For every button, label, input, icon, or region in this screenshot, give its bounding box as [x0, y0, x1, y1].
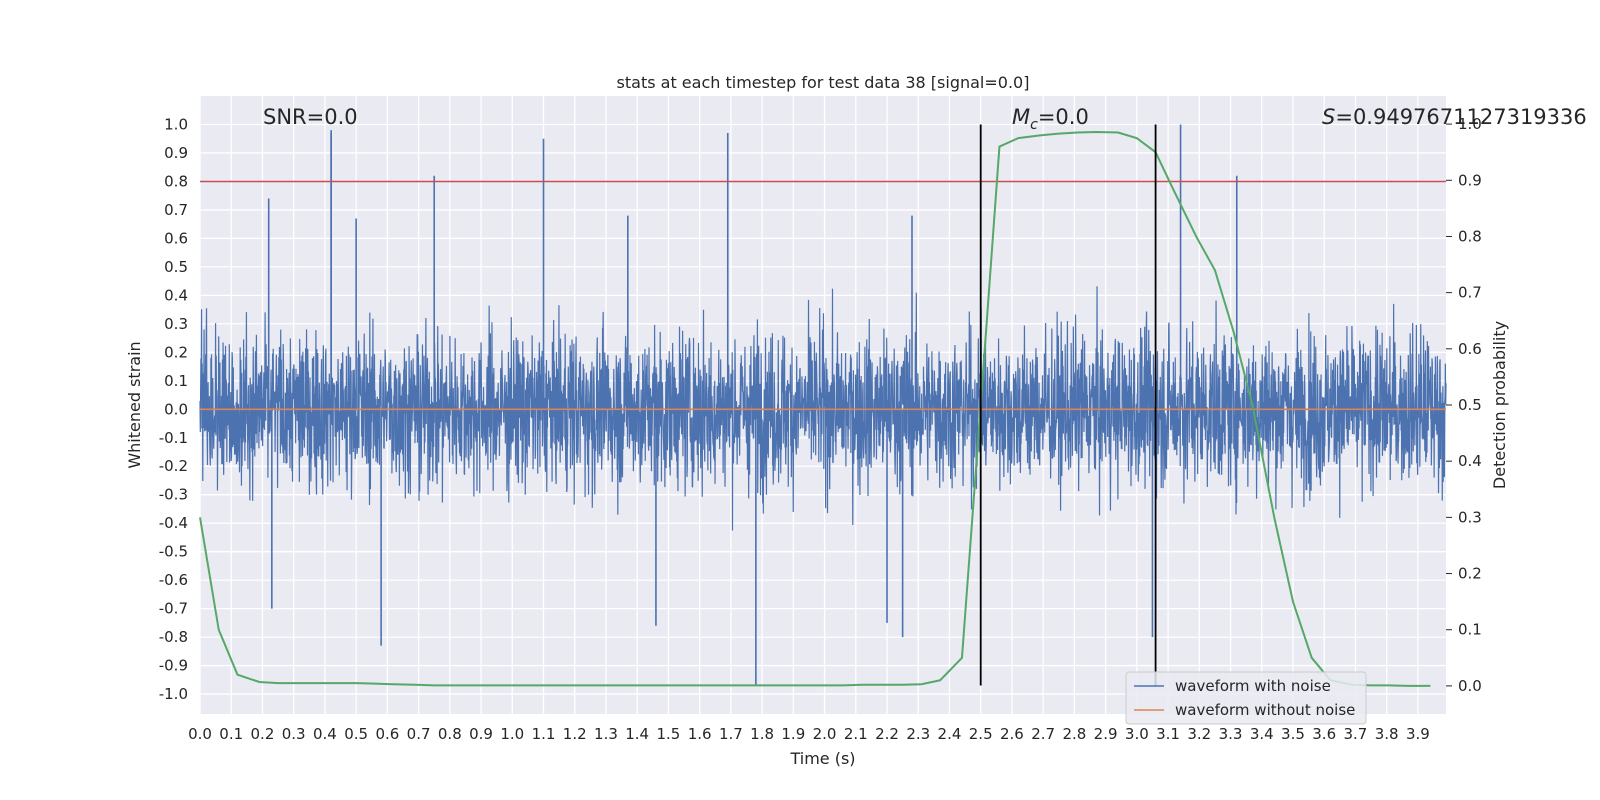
chirp-mass-annotation: Mc=0.0 [1012, 105, 1089, 133]
s-value: =0.9497671127319336 [1335, 105, 1586, 129]
x-tick-label: 2.1 [844, 725, 868, 743]
legend-label-clean: waveform without noise [1175, 701, 1355, 719]
x-tick-label: 1.2 [563, 725, 587, 743]
x-tick-label: 2.7 [1031, 725, 1055, 743]
y-tick-label: 0.6 [164, 229, 188, 247]
y-tick-label: -0.7 [159, 600, 188, 618]
x-tick-label: 0.6 [375, 725, 399, 743]
detection-probability-path [199, 130, 1431, 687]
y-tick-label: 0.4 [164, 286, 188, 304]
y2-tick-label: 1.0 [1458, 115, 1482, 133]
s-symbol: S [1322, 105, 1335, 129]
x-tick-label: 3.0 [1125, 725, 1149, 743]
x-tick-label: 3.4 [1250, 725, 1274, 743]
x-tick-label: 2.0 [813, 725, 837, 743]
y2-tick-label: 0.1 [1458, 621, 1482, 639]
x-tick-label: 0.2 [251, 725, 275, 743]
x-tick-label: 3.2 [1187, 725, 1211, 743]
y2-tick-label: 0.8 [1458, 227, 1482, 245]
y2-tick-label: 0.4 [1458, 452, 1482, 470]
x-tick-label: 0.7 [407, 725, 431, 743]
y2-tick-label: 0.5 [1458, 396, 1482, 414]
y-tick-label: -0.5 [159, 543, 188, 561]
x-tick-label: 0.1 [219, 725, 243, 743]
x-tick-label: 2.3 [906, 725, 930, 743]
detection-probability-trace [199, 130, 1431, 687]
x-tick-label: 2.5 [969, 725, 993, 743]
x-tick-label: 1.0 [500, 725, 524, 743]
y-tick-label: -0.9 [159, 657, 188, 675]
x-tick-label: 0.5 [344, 725, 368, 743]
x-tick-label: 3.6 [1312, 725, 1336, 743]
x-tick-label: 1.5 [656, 725, 680, 743]
score-annotation: S=0.9497671127319336 [1322, 105, 1587, 129]
x-tick-label: 2.8 [1062, 725, 1086, 743]
x-axis-label: Time (s) [789, 749, 855, 768]
vertical-markers [979, 124, 1157, 686]
y2-tick-label: 0.9 [1458, 171, 1482, 189]
x-tick-label: 3.1 [1156, 725, 1180, 743]
legend-box [1125, 671, 1367, 725]
x-tick-label: 0.9 [469, 725, 493, 743]
y2-tick-labels: 0.0 0.1 0.2 0.3 0.4 0.5 0.6 0.7 0.8 0.9 1.0 [1446, 115, 1482, 695]
x-tick-label: 2.6 [1000, 725, 1024, 743]
x-tick-label: 0.3 [282, 725, 306, 743]
y-tick-label: 0.8 [164, 172, 188, 190]
y-tick-label: -0.4 [159, 514, 188, 532]
y-tick-label: -0.8 [159, 628, 188, 646]
legend-label-noisy: waveform with noise [1175, 677, 1331, 695]
x-tick-label: 0.8 [438, 725, 462, 743]
y-tick-label: 0.1 [164, 372, 188, 390]
y2-tick-label: 0.2 [1458, 565, 1482, 583]
x-tick-label: 0.0 [188, 725, 212, 743]
y-tick-label: -0.2 [159, 457, 188, 475]
x-tick-label: 1.3 [594, 725, 618, 743]
x-tick-labels: 0.0 0.1 0.2 0.3 0.4 0.5 0.6 0.7 0.8 0.9 1.0 1.1 1.2 1… [188, 725, 1430, 743]
y-tick-label: 0.9 [164, 144, 188, 162]
legend: waveform with noise waveform without noi… [1125, 671, 1367, 725]
x-tick-label: 1.6 [688, 725, 712, 743]
y-tick-label: 0.7 [164, 201, 188, 219]
x-tick-label: 3.5 [1281, 725, 1305, 743]
y2-tick-label: 0.7 [1458, 284, 1482, 302]
x-tick-label: 3.8 [1375, 725, 1399, 743]
y2-tick-label: 0.6 [1458, 340, 1482, 358]
y-axis-label: Whitened strain [125, 341, 144, 468]
y-tick-label: 0.5 [164, 258, 188, 276]
mc-symbol: M [1012, 105, 1030, 129]
y2-tick-label: 0.0 [1458, 677, 1482, 695]
y-tick-labels: -1.0 -0.9 -0.8 -0.7 -0.6 -0.5 -0.4 -0.3 -0.2 -0.1… [159, 115, 188, 703]
y2-axis-label: Detection probability [1490, 321, 1509, 489]
x-tick-label: 3.3 [1219, 725, 1243, 743]
y-tick-label: -0.1 [159, 429, 188, 447]
snr-annotation: SNR=0.0 [263, 105, 358, 129]
noisy-waveform-trace [199, 124, 1447, 686]
mc-subscript: c [1030, 117, 1038, 133]
y-tick-label: -0.3 [159, 486, 188, 504]
y-tick-label: 0.3 [164, 315, 188, 333]
x-tick-label: 1.9 [781, 725, 805, 743]
x-tick-label: 2.9 [1094, 725, 1118, 743]
x-tick-label: 1.4 [625, 725, 649, 743]
y-tick-label: 0.0 [164, 400, 188, 418]
mc-value: =0.0 [1038, 105, 1089, 129]
y-tick-label: 1.0 [164, 115, 188, 133]
y-tick-label: -1.0 [159, 685, 188, 703]
x-tick-label: 1.1 [532, 725, 556, 743]
x-tick-label: 1.8 [750, 725, 774, 743]
x-tick-label: 3.9 [1406, 725, 1430, 743]
x-tick-label: 1.7 [719, 725, 743, 743]
x-tick-label: 2.4 [938, 725, 962, 743]
x-tick-label: 2.2 [875, 725, 899, 743]
y-tick-label: 0.2 [164, 343, 188, 361]
x-tick-label: 3.7 [1344, 725, 1368, 743]
y2-tick-label: 0.3 [1458, 508, 1482, 526]
x-tick-label: 0.4 [313, 725, 337, 743]
y-tick-label: -0.6 [159, 571, 188, 589]
noisy-waveform-path [199, 286, 1447, 531]
chart-title: stats at each timestep for test data 38 … [617, 73, 1030, 92]
